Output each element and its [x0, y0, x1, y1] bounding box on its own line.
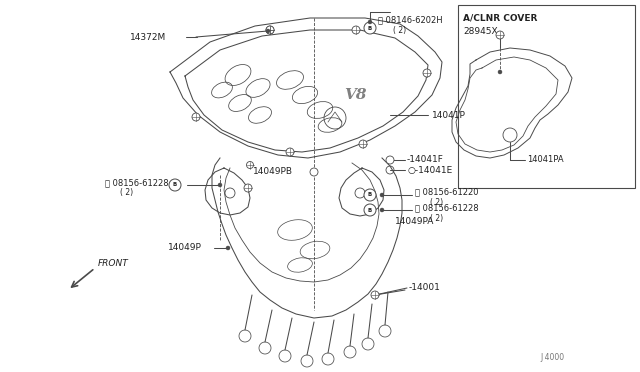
Circle shape — [279, 350, 291, 362]
Circle shape — [259, 342, 271, 354]
Circle shape — [244, 184, 252, 192]
Text: J 4000: J 4000 — [540, 353, 564, 362]
Circle shape — [368, 20, 372, 24]
Circle shape — [266, 26, 274, 34]
Circle shape — [266, 26, 274, 34]
Text: ( 2): ( 2) — [120, 189, 133, 198]
Circle shape — [169, 179, 181, 191]
Text: Ⓑ 08156-61228: Ⓑ 08156-61228 — [415, 203, 479, 212]
Text: V8: V8 — [344, 88, 366, 102]
Text: ( 2): ( 2) — [430, 214, 443, 222]
Circle shape — [359, 140, 367, 148]
Circle shape — [225, 188, 235, 198]
Circle shape — [218, 183, 222, 187]
Text: Ⓑ 08156-61220: Ⓑ 08156-61220 — [415, 187, 479, 196]
Text: 14049PA: 14049PA — [395, 218, 435, 227]
Circle shape — [239, 330, 251, 342]
Circle shape — [266, 29, 270, 33]
Text: FRONT: FRONT — [98, 259, 129, 267]
Text: ( 2): ( 2) — [393, 26, 406, 35]
Circle shape — [226, 246, 230, 250]
Text: 14372M: 14372M — [130, 32, 166, 42]
Circle shape — [380, 193, 384, 197]
Circle shape — [498, 70, 502, 74]
Text: Ⓑ 08156-61228: Ⓑ 08156-61228 — [105, 179, 168, 187]
Text: B: B — [368, 26, 372, 31]
Text: 28945X: 28945X — [463, 28, 498, 36]
Bar — [458, 5, 635, 188]
Text: ( 2): ( 2) — [430, 198, 443, 206]
Circle shape — [310, 168, 318, 176]
Circle shape — [380, 208, 384, 212]
Text: Ⓑ 08146-6202H: Ⓑ 08146-6202H — [378, 16, 443, 25]
Circle shape — [301, 355, 313, 367]
Circle shape — [364, 22, 376, 34]
Text: B: B — [173, 183, 177, 187]
Circle shape — [386, 166, 394, 174]
Text: A/CLNR COVER: A/CLNR COVER — [463, 13, 538, 22]
Circle shape — [496, 31, 504, 39]
Circle shape — [364, 204, 376, 216]
Text: -14041F: -14041F — [407, 155, 444, 164]
Circle shape — [379, 325, 391, 337]
Text: B: B — [368, 192, 372, 198]
Circle shape — [192, 113, 200, 121]
Circle shape — [362, 338, 374, 350]
Circle shape — [322, 353, 334, 365]
Text: -14001: -14001 — [409, 283, 441, 292]
Circle shape — [355, 188, 365, 198]
Circle shape — [286, 148, 294, 156]
Circle shape — [503, 128, 517, 142]
Circle shape — [386, 156, 394, 164]
Circle shape — [423, 69, 431, 77]
Circle shape — [344, 346, 356, 358]
Text: 14049PB: 14049PB — [253, 167, 293, 176]
Text: 14049P: 14049P — [168, 244, 202, 253]
Circle shape — [371, 291, 379, 299]
Circle shape — [352, 26, 360, 34]
Circle shape — [364, 189, 376, 201]
Text: 14041PA: 14041PA — [527, 155, 564, 164]
Circle shape — [246, 161, 253, 169]
Text: B: B — [368, 208, 372, 212]
Text: ○-14041E: ○-14041E — [407, 166, 452, 174]
Text: 14041P: 14041P — [432, 110, 466, 119]
